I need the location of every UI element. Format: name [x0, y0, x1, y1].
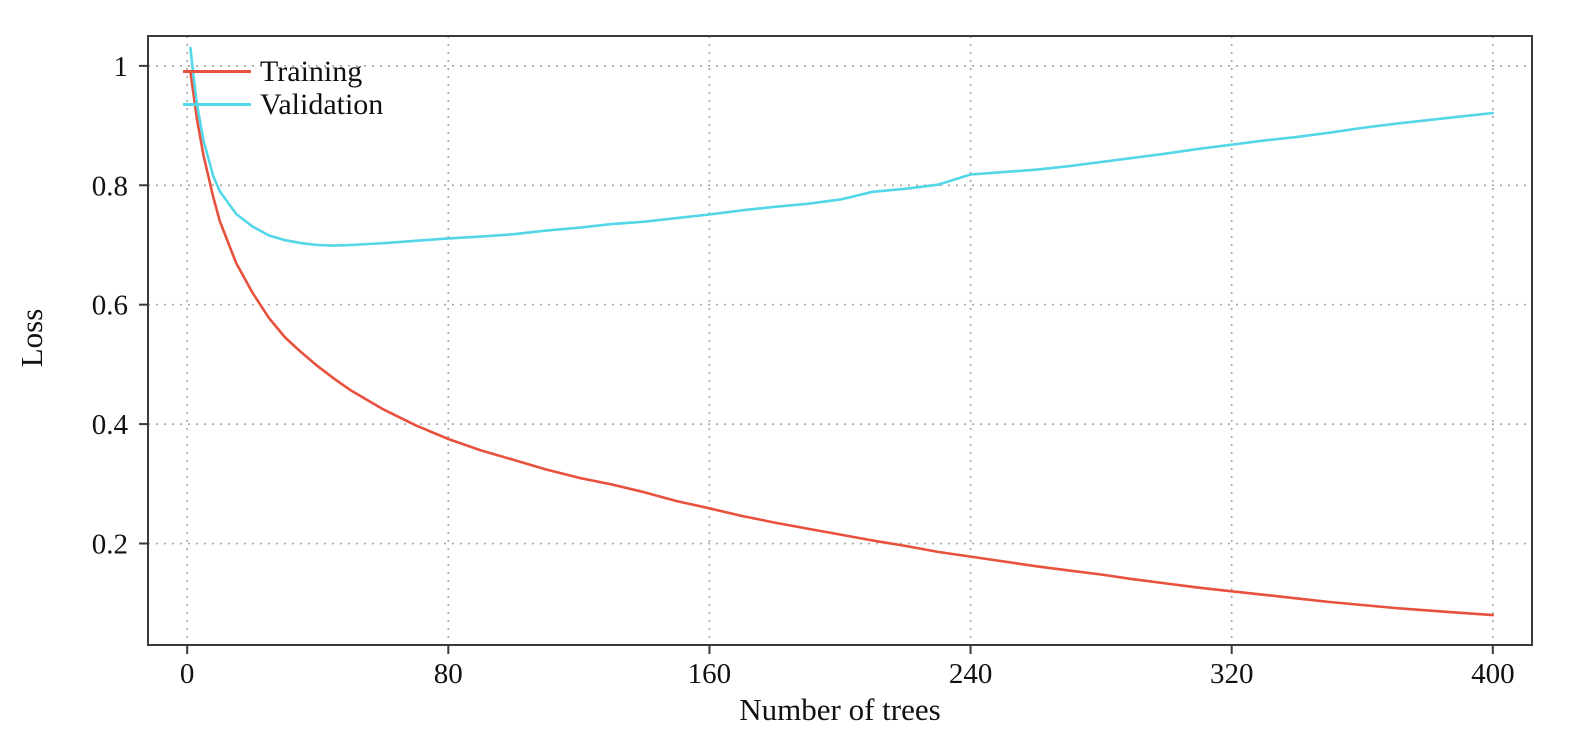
y-tick-label: 0.4 [92, 409, 129, 441]
legend-item-training: Training [183, 55, 383, 88]
legend: Training Validation [183, 55, 383, 121]
plot-frame [147, 35, 1533, 646]
validation-line-swatch [183, 103, 251, 106]
y-tick-label: 0.2 [92, 529, 128, 561]
x-tick-label: 80 [434, 658, 463, 690]
training-series-line [189, 70, 1495, 617]
x-tick-label: 0 [180, 658, 195, 690]
legend-item-validation: Validation [183, 88, 383, 121]
y-tick-label: 0.8 [92, 170, 128, 202]
x-tick-label: 240 [949, 658, 993, 690]
x-tick-label: 320 [1210, 658, 1254, 690]
y-tick-label: 1 [114, 51, 129, 83]
x-axis-title: Number of trees [739, 692, 941, 727]
legend-label-validation: Validation [260, 87, 384, 121]
training-line-swatch [183, 70, 251, 73]
x-tick-label: 400 [1471, 658, 1515, 690]
y-tick-label: 0.6 [92, 290, 128, 322]
validation-series-line [189, 46, 1495, 247]
x-tick-label: 160 [688, 658, 732, 690]
legend-label-training: Training [260, 54, 363, 88]
y-axis-title: Loss [14, 308, 49, 368]
